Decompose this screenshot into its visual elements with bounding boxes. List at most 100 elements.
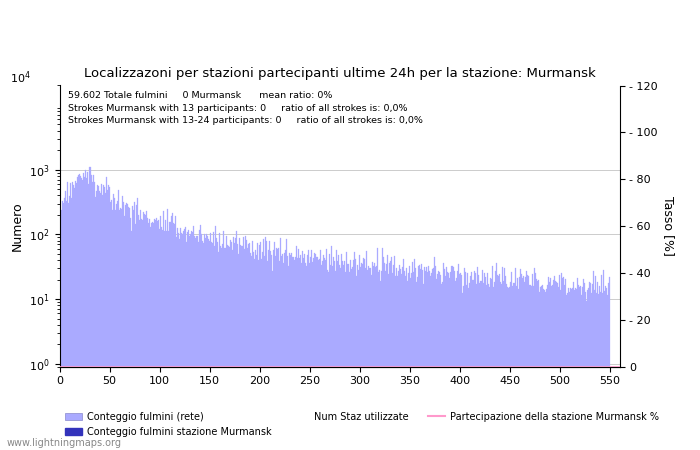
Bar bbox=[479, 283, 480, 450]
Bar bbox=[62, 201, 63, 450]
Bar bbox=[272, 271, 273, 450]
Bar bbox=[224, 248, 225, 450]
Bar bbox=[494, 282, 495, 450]
Bar bbox=[346, 252, 347, 450]
Bar bbox=[131, 230, 132, 450]
Bar bbox=[290, 255, 291, 450]
Bar bbox=[81, 178, 82, 450]
Bar bbox=[443, 263, 444, 450]
Bar bbox=[434, 257, 435, 450]
Bar bbox=[191, 231, 192, 450]
Bar bbox=[331, 246, 332, 450]
Bar bbox=[277, 249, 278, 450]
Bar bbox=[68, 203, 69, 450]
Bar bbox=[343, 265, 344, 450]
Bar bbox=[335, 270, 336, 450]
Bar bbox=[107, 190, 108, 450]
Bar bbox=[91, 176, 92, 450]
Bar bbox=[563, 277, 564, 450]
Bar bbox=[351, 269, 352, 450]
Bar bbox=[73, 185, 74, 450]
Bar bbox=[561, 273, 562, 450]
Bar bbox=[481, 281, 482, 450]
Bar bbox=[548, 277, 549, 450]
Bar bbox=[530, 285, 531, 450]
Bar bbox=[566, 295, 567, 450]
Bar bbox=[247, 248, 248, 450]
Bar bbox=[264, 256, 265, 450]
Bar bbox=[503, 281, 504, 450]
Bar bbox=[480, 281, 481, 450]
Bar bbox=[565, 279, 566, 450]
Bar bbox=[546, 289, 547, 450]
Bar bbox=[444, 269, 445, 450]
Bar bbox=[355, 259, 356, 450]
Bar bbox=[269, 241, 270, 450]
Bar bbox=[512, 286, 513, 450]
Bar bbox=[393, 265, 394, 450]
Bar bbox=[382, 248, 383, 450]
Bar bbox=[454, 271, 455, 450]
Bar bbox=[96, 191, 97, 450]
Bar bbox=[253, 252, 254, 450]
Bar bbox=[604, 291, 605, 450]
Bar bbox=[303, 258, 304, 450]
Bar bbox=[413, 272, 414, 450]
Bar bbox=[550, 278, 551, 450]
Bar bbox=[204, 234, 205, 450]
Bar bbox=[316, 257, 317, 450]
Bar bbox=[363, 258, 364, 450]
Bar bbox=[203, 243, 204, 450]
Bar bbox=[226, 236, 227, 450]
Bar bbox=[77, 177, 78, 450]
Bar bbox=[109, 187, 110, 450]
Bar bbox=[70, 183, 71, 450]
Bar bbox=[446, 267, 447, 450]
Bar bbox=[246, 240, 247, 450]
Bar bbox=[505, 276, 506, 450]
Bar bbox=[122, 196, 123, 450]
Bar bbox=[396, 268, 397, 450]
Bar bbox=[485, 277, 486, 450]
Bar bbox=[271, 256, 272, 450]
Bar bbox=[521, 274, 522, 450]
Bar bbox=[232, 250, 233, 450]
Bar bbox=[603, 270, 604, 450]
Bar bbox=[173, 223, 174, 450]
Bar bbox=[500, 282, 501, 450]
Bar bbox=[368, 266, 369, 450]
Bar bbox=[559, 274, 560, 450]
Bar bbox=[514, 284, 515, 450]
Bar bbox=[311, 250, 312, 450]
Bar bbox=[599, 286, 600, 450]
Bar bbox=[296, 247, 297, 450]
Bar bbox=[528, 276, 529, 450]
Bar bbox=[405, 276, 406, 450]
Bar bbox=[473, 280, 474, 450]
Bar bbox=[384, 262, 385, 450]
Bar bbox=[602, 293, 603, 450]
Bar bbox=[163, 211, 164, 450]
Bar bbox=[526, 271, 527, 450]
Bar bbox=[533, 286, 534, 450]
Bar bbox=[510, 282, 511, 450]
Bar bbox=[238, 254, 239, 450]
Bar bbox=[278, 248, 279, 450]
Bar bbox=[245, 236, 246, 450]
Bar bbox=[586, 301, 587, 450]
Bar bbox=[598, 294, 599, 450]
Bar bbox=[350, 260, 351, 450]
Bar bbox=[450, 271, 451, 450]
Bar bbox=[547, 285, 548, 450]
Bar bbox=[348, 264, 349, 450]
Bar bbox=[442, 282, 443, 450]
Bar bbox=[439, 272, 440, 450]
Bar bbox=[233, 237, 234, 450]
Bar bbox=[399, 265, 400, 450]
Bar bbox=[171, 216, 172, 450]
Bar bbox=[579, 287, 580, 450]
Bar bbox=[398, 270, 399, 450]
Bar bbox=[148, 223, 149, 450]
Bar bbox=[161, 227, 162, 450]
Bar bbox=[352, 266, 353, 450]
